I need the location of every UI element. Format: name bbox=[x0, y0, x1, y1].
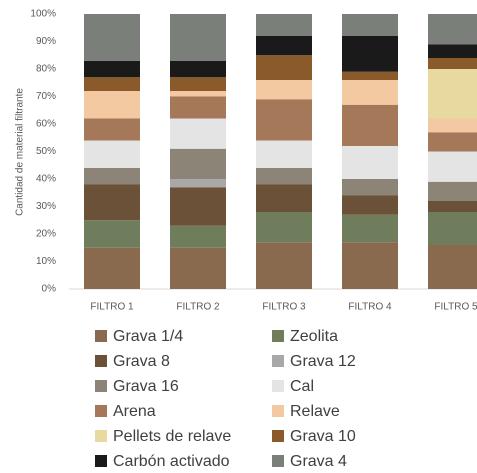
y-tick-label: 40% bbox=[36, 174, 56, 185]
bar-segment bbox=[256, 55, 312, 80]
y-tick-label: 90% bbox=[36, 36, 56, 47]
bar-segment bbox=[84, 220, 140, 248]
y-tick-label: 80% bbox=[36, 64, 56, 75]
y-tick-label: 10% bbox=[36, 256, 56, 267]
y-tick-label: 20% bbox=[36, 229, 56, 240]
bar-segment bbox=[342, 14, 398, 36]
legend-label: Grava 1/4 bbox=[113, 328, 183, 345]
legend-label: Cal bbox=[290, 378, 314, 395]
bar-segment bbox=[170, 96, 226, 119]
bar-segment bbox=[84, 14, 140, 61]
legend-label: Grava 12 bbox=[290, 353, 356, 370]
bar-segment bbox=[170, 14, 226, 61]
bar-segment bbox=[342, 104, 398, 146]
bar-segment bbox=[170, 187, 226, 226]
bar-segment bbox=[428, 201, 477, 212]
bar-segment bbox=[84, 247, 140, 289]
legend-swatch bbox=[95, 380, 107, 392]
legend-label: Grava 10 bbox=[290, 428, 356, 445]
legend-swatch bbox=[95, 405, 107, 417]
bar-segment bbox=[428, 245, 477, 289]
bar-segment bbox=[342, 80, 398, 105]
legend-swatch bbox=[95, 455, 107, 467]
bar-segment bbox=[84, 184, 140, 221]
legend-label: Zeolita bbox=[290, 328, 338, 345]
bar-segment bbox=[84, 168, 140, 185]
legend-swatch bbox=[272, 405, 284, 417]
bar-segment bbox=[256, 14, 312, 36]
y-tick-label: 70% bbox=[36, 91, 56, 102]
legend-swatch bbox=[95, 430, 107, 442]
legend-label: Grava 4 bbox=[290, 453, 347, 470]
bar-segment bbox=[84, 77, 140, 91]
legend-swatch bbox=[272, 355, 284, 367]
legend-swatch bbox=[95, 330, 107, 342]
legend-label: Relave bbox=[290, 403, 340, 420]
x-tick-label: FILTRO 4 bbox=[348, 302, 392, 313]
bar-segment bbox=[256, 80, 312, 100]
legend-label: Grava 8 bbox=[113, 353, 170, 370]
legend-swatch bbox=[272, 380, 284, 392]
bar-segment bbox=[428, 118, 477, 133]
bar-segment bbox=[84, 91, 140, 119]
bar-segment bbox=[342, 179, 398, 196]
bar-segment bbox=[256, 36, 312, 56]
x-tick-label: FILTRO 1 bbox=[90, 302, 134, 313]
legend-swatch bbox=[272, 430, 284, 442]
bar-segment bbox=[342, 214, 398, 243]
x-tick-label: FILTRO 3 bbox=[262, 302, 306, 313]
bar-segment bbox=[256, 212, 312, 243]
x-tick-label: FILTRO 2 bbox=[176, 302, 220, 313]
bar-segment bbox=[170, 60, 226, 78]
legend-swatch bbox=[95, 355, 107, 367]
bar-segment bbox=[84, 60, 140, 78]
y-tick-label: 30% bbox=[36, 201, 56, 212]
bar-segment bbox=[256, 184, 312, 212]
y-tick-label: 0% bbox=[42, 284, 57, 295]
bar-segment bbox=[170, 77, 226, 91]
bar-segment bbox=[256, 168, 312, 185]
legend-label: Arena bbox=[113, 403, 156, 420]
bar-segment bbox=[428, 69, 477, 119]
x-tick-label: FILTRO 5 bbox=[434, 302, 477, 313]
bar-segment bbox=[84, 140, 140, 168]
bar-segment bbox=[170, 91, 226, 97]
bar-segment bbox=[170, 148, 226, 179]
bar-segment bbox=[170, 179, 226, 188]
bar-segment bbox=[342, 36, 398, 72]
bar-segment bbox=[428, 14, 477, 45]
bar-segment bbox=[342, 242, 398, 289]
legend-swatch bbox=[272, 455, 284, 467]
bar-segment bbox=[342, 146, 398, 179]
bar-segment bbox=[342, 195, 398, 215]
y-tick-label: 60% bbox=[36, 119, 56, 130]
y-axis-label: Cantidad de material filtrante bbox=[15, 88, 26, 216]
y-tick-label: 100% bbox=[30, 9, 56, 20]
legend-label: Carbón activado bbox=[113, 453, 230, 470]
legend-swatch bbox=[272, 330, 284, 342]
bar-segment bbox=[170, 118, 226, 149]
bar-segment bbox=[84, 118, 140, 141]
bar-segment bbox=[428, 212, 477, 245]
bar-segment bbox=[170, 225, 226, 248]
bar-segment bbox=[256, 242, 312, 289]
bar-segment bbox=[428, 181, 477, 201]
bar-segment bbox=[256, 99, 312, 141]
bar-segment bbox=[428, 151, 477, 182]
bar-segment bbox=[256, 140, 312, 168]
legend-label: Pellets de relave bbox=[113, 428, 231, 445]
legend-label: Grava 16 bbox=[113, 378, 179, 395]
bar-segment bbox=[170, 247, 226, 289]
bar-segment bbox=[428, 58, 477, 69]
y-tick-label: 50% bbox=[36, 146, 56, 157]
bar-segment bbox=[428, 132, 477, 152]
bar-segment bbox=[342, 71, 398, 80]
bar-segment bbox=[428, 44, 477, 58]
